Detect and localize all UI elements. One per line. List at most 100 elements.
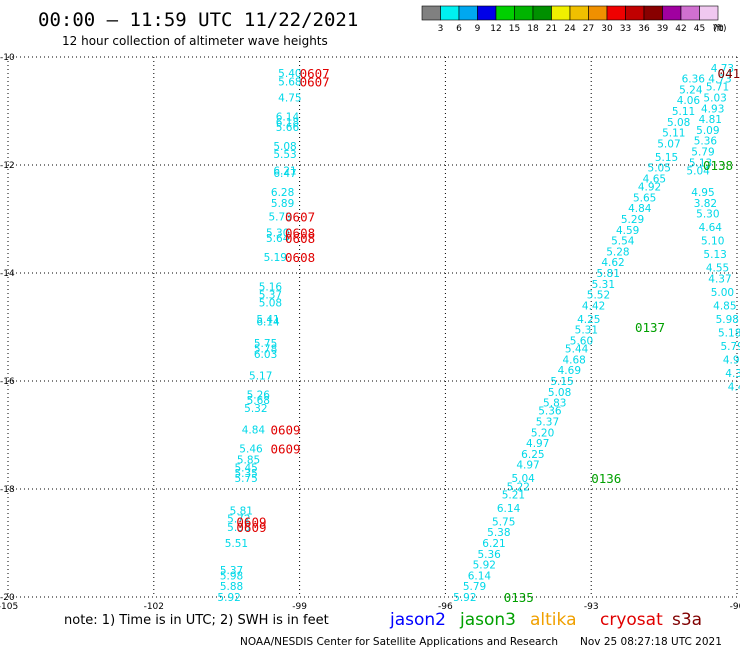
colorbar-tick-label: 24 xyxy=(564,24,576,34)
swh-value-label: 3.82 xyxy=(694,198,717,210)
swh-value-label: 5.08 xyxy=(273,141,296,153)
time-labels-layer: 0607060706070608060806080609060906090609… xyxy=(236,66,740,605)
colorbar-units-label: (ft) xyxy=(713,24,727,34)
colorbar-swatch xyxy=(495,5,515,21)
swh-value-label: 5.72 xyxy=(227,514,250,526)
swh-value-label: 5.03 xyxy=(703,93,726,105)
pass-time-label: 0607 xyxy=(285,209,315,224)
swh-value-label: 4.25 xyxy=(577,314,600,326)
swh-value-label: 5.16 xyxy=(259,282,283,294)
swh-value-label: 4.97 xyxy=(526,438,549,450)
swh-value-label: 4.34 xyxy=(725,368,740,380)
swh-value-label: 5.92 xyxy=(473,560,496,572)
swh-value-label: 5.44 xyxy=(565,344,589,356)
legend-entry: jason2 xyxy=(389,610,446,630)
colorbar-tick-label: 27 xyxy=(583,24,594,34)
swh-value-label: 5.04 xyxy=(686,165,710,177)
swh-value-label: 4.84 xyxy=(242,425,266,437)
colorbar-swatch xyxy=(588,5,608,21)
swh-value-label: 6.03 xyxy=(254,349,277,361)
swh-value-label: 5.73 xyxy=(268,211,291,223)
swh-value-label: 5.29 xyxy=(621,214,644,226)
swh-value-label: 5.81 xyxy=(597,268,620,280)
swh-value-label: 5.81 xyxy=(230,506,253,518)
colorbar-tick-label: 45 xyxy=(694,24,705,34)
swh-value-label: 5.35 xyxy=(234,468,257,480)
swh-value-label: 5.11 xyxy=(662,128,685,140)
pass-time-label: 0609 xyxy=(236,520,266,535)
pass-time-label: 0608 xyxy=(285,226,315,241)
swh-value-label: 5.88 xyxy=(220,581,243,593)
colorbar: 3 6 9 12 15 18 21 24 27 30 33 36 39 42 45 70 xyxy=(421,5,724,34)
y-tick-label: -12 xyxy=(0,161,15,171)
swh-value-label: 5.36 xyxy=(538,406,562,418)
legend-entry: s3a xyxy=(672,610,702,630)
colorbar-swatch xyxy=(606,5,626,21)
pass-time-label: 0609 xyxy=(236,514,266,529)
swh-value-label: 5.18 xyxy=(718,327,740,339)
colorbar-tick-label: 9 xyxy=(475,24,481,34)
swh-value-label: 5.40 xyxy=(278,68,301,80)
swh-value-label: 6.18 xyxy=(276,117,299,129)
swh-value-label: 5.26 xyxy=(247,390,271,402)
colorbar-swatch xyxy=(569,5,589,21)
x-tick-label: -99 xyxy=(292,602,307,612)
swh-value-label: 5.20 xyxy=(531,427,554,439)
colorbar-swatch xyxy=(458,5,478,21)
swh-value-label: 4.94 xyxy=(723,354,740,366)
swh-value-label: 5.31 xyxy=(592,279,615,291)
swh-value-label: 5.68 xyxy=(278,76,301,88)
swh-value-label: 5.33 xyxy=(227,522,250,534)
swh-value-label: 5.46 xyxy=(239,444,263,456)
colorbar-swatch xyxy=(699,5,719,21)
swh-value-label: 5.28 xyxy=(606,246,629,258)
swh-value-label: 4.81 xyxy=(699,114,722,126)
swh-value-label: 5.15 xyxy=(655,152,678,164)
colorbar-tick-label: 42 xyxy=(675,24,686,34)
pass-time-label: 0607 xyxy=(300,66,330,81)
swh-value-label: 5.07 xyxy=(657,138,680,150)
y-tick-label: -10 xyxy=(0,53,15,63)
x-tick-label: -90 xyxy=(730,602,740,612)
y-tick-label: -18 xyxy=(0,485,15,495)
swh-value-label: 5.51 xyxy=(225,538,248,550)
swh-value-label: 5.52 xyxy=(587,290,610,302)
points-layer: 5.405.684.756.146.185.665.085.536.216.47… xyxy=(217,63,740,604)
pass-time-label: 0609 xyxy=(270,423,300,438)
swh-value-label: 5.53 xyxy=(273,149,296,161)
legend-entry: jason3 xyxy=(459,610,516,630)
colorbar-tick-label: 18 xyxy=(527,24,539,34)
x-tick-label: -102 xyxy=(144,602,164,612)
colorbar-swatch xyxy=(662,5,682,21)
swh-value-label: 5.24 xyxy=(679,84,703,96)
pass-time-label: 0136 xyxy=(591,471,621,486)
x-tick-label: -105 xyxy=(0,602,18,612)
swh-value-label: 5.09 xyxy=(696,125,719,137)
pass-time-label: 0412 xyxy=(718,66,740,81)
swh-value-label: 4.84 xyxy=(628,203,652,215)
swh-value-label: 5.13 xyxy=(689,157,712,169)
swh-value-label: 5.08 xyxy=(548,387,571,399)
swh-value-label: 5.04 xyxy=(511,473,535,485)
swh-value-label: 4.55 xyxy=(706,263,729,275)
swh-value-label: 6.21 xyxy=(273,165,296,177)
colorbar-swatch xyxy=(680,5,700,21)
swh-value-label: 5.75 xyxy=(492,516,515,528)
colorbar-tick-label: 21 xyxy=(546,24,557,34)
swh-value-label: 4.73 xyxy=(708,74,731,86)
pass-time-label: 0609 xyxy=(270,442,300,457)
swh-value-label: 5.19 xyxy=(264,252,287,264)
swh-value-label: 4.95 xyxy=(691,187,714,199)
colorbar-tick-label: 6 xyxy=(456,24,462,34)
legend-entry: cryosat xyxy=(600,610,663,630)
pass-time-label: 0138 xyxy=(703,158,733,173)
swh-value-label: 4.37 xyxy=(708,273,731,285)
colorbar-tick-label: 36 xyxy=(638,24,650,34)
y-tick-label: -14 xyxy=(0,269,15,279)
legend: jason2 jason3 altika cryosat s3a xyxy=(389,610,702,630)
swh-value-label: 5.60 xyxy=(570,336,593,348)
footer-credit: NOAA/NESDIS Center for Satellite Applica… xyxy=(240,636,558,648)
x-tick-label: -93 xyxy=(584,602,599,612)
